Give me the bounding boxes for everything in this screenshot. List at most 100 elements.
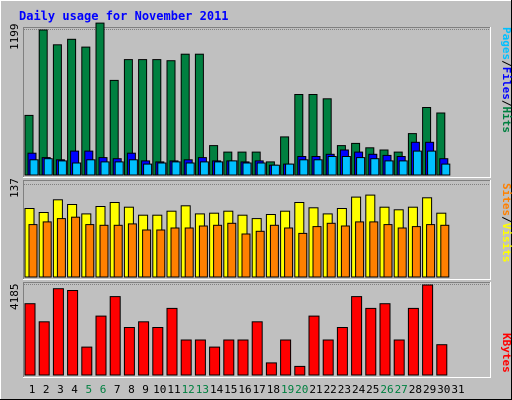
bar-kbytes-day-26	[379, 303, 391, 376]
bar-hits-day-6	[95, 22, 105, 176]
legend-separator: /	[500, 100, 512, 107]
legend-files: Files	[500, 67, 512, 100]
bar-pages-day-26	[384, 160, 394, 176]
scale-label-hits: 1199	[8, 24, 21, 51]
legend-separator: /	[500, 216, 512, 223]
day-label-31: 31	[451, 383, 464, 396]
day-label-17: 17	[253, 383, 266, 396]
bar-kbytes-day-16	[237, 339, 249, 376]
legend-pages-files-hits: Pages/Files/Hits	[500, 27, 512, 133]
bar-kbytes-day-9	[138, 321, 150, 376]
bar-pages-day-9	[143, 163, 153, 176]
bar-sites-day-7	[113, 224, 123, 278]
chart-title: Daily usage for November 2011	[19, 9, 229, 23]
bar-kbytes-day-11	[166, 307, 178, 376]
bar-sites-day-9	[142, 229, 152, 278]
bar-sites-day-26	[383, 224, 393, 278]
bar-sites-day-20	[298, 232, 308, 278]
bar-pages-day-27	[398, 160, 408, 176]
day-label-9: 9	[142, 383, 149, 396]
bar-kbytes-day-18	[265, 362, 277, 376]
bar-hits-day-9	[138, 59, 148, 176]
bar-hits-day-13	[194, 53, 204, 176]
bar-sites-day-5	[85, 224, 95, 278]
bar-pages-day-19	[285, 163, 295, 176]
legend-sites-visits: Sites/Visits	[500, 183, 512, 263]
bar-pages-day-3	[57, 160, 67, 176]
bar-hits-day-11	[166, 60, 176, 176]
bar-kbytes-day-24	[351, 296, 363, 376]
bar-pages-day-16	[242, 162, 252, 176]
bar-sites-day-21	[312, 226, 322, 278]
day-label-15: 15	[224, 383, 237, 396]
bar-sites-day-3	[56, 218, 66, 278]
bar-kbytes-day-22	[322, 339, 334, 376]
bar-kbytes-day-30	[436, 344, 448, 376]
bar-kbytes-day-15	[223, 339, 235, 376]
day-label-30: 30	[437, 383, 450, 396]
bar-pages-day-4	[72, 162, 82, 176]
bar-pages-day-15	[228, 160, 238, 176]
bar-kbytes-day-1	[24, 303, 36, 376]
day-label-7: 7	[114, 383, 121, 396]
bar-sites-day-11	[170, 227, 180, 278]
day-label-29: 29	[423, 383, 436, 396]
bar-kbytes-day-12	[180, 339, 192, 376]
bar-sites-day-14	[213, 224, 223, 278]
series-kbytes	[24, 284, 448, 376]
bar-sites-day-19	[284, 227, 294, 278]
bar-pages-day-23	[341, 156, 351, 176]
bar-sites-day-1	[28, 224, 38, 278]
bar-pages-day-1	[29, 159, 39, 176]
bar-pages-day-8	[128, 159, 138, 176]
bar-kbytes-day-21	[308, 315, 320, 376]
day-label-4: 4	[71, 383, 78, 396]
bar-sites-day-17	[255, 230, 265, 278]
bar-kbytes-day-7	[109, 296, 121, 376]
bar-pages-day-24	[356, 157, 366, 176]
legend-kbytes: KBytes	[500, 333, 512, 373]
day-label-24: 24	[352, 383, 366, 396]
bar-pages-day-29	[427, 150, 437, 176]
bar-kbytes-day-25	[365, 307, 377, 376]
bar-kbytes-day-14	[209, 346, 221, 376]
bar-pages-day-12	[185, 162, 195, 176]
bar-hits-day-12	[180, 53, 190, 176]
bar-sites-day-8	[127, 223, 137, 278]
bar-kbytes-day-2	[38, 321, 50, 376]
day-label-28: 28	[409, 383, 422, 396]
bar-pages-day-17	[256, 162, 266, 176]
day-label-2: 2	[43, 383, 50, 396]
panels	[23, 22, 491, 378]
bar-pages-day-7	[114, 161, 124, 176]
day-label-16: 16	[238, 383, 251, 396]
bar-pages-day-22	[327, 156, 337, 176]
bar-kbytes-day-5	[81, 346, 93, 376]
bar-pages-day-28	[412, 150, 422, 176]
day-label-19: 19	[281, 383, 294, 396]
bar-kbytes-day-19	[280, 339, 292, 376]
bar-sites-day-10	[156, 229, 166, 278]
day-label-26: 26	[380, 383, 393, 396]
bar-sites-day-13	[198, 225, 208, 278]
day-label-12: 12	[182, 383, 195, 396]
legend-visits: Visits	[500, 223, 512, 263]
legend-kbytes: KBytes	[500, 333, 512, 373]
day-label-5: 5	[85, 383, 92, 396]
legend-hits: Hits	[500, 107, 512, 134]
day-label-13: 13	[196, 383, 209, 396]
bar-kbytes-day-10	[152, 327, 164, 376]
series-sites	[28, 216, 450, 278]
bar-pages-day-13	[199, 161, 209, 176]
bar-sites-day-15	[227, 222, 237, 278]
day-label-8: 8	[128, 383, 135, 396]
day-label-22: 22	[324, 383, 337, 396]
bar-sites-day-22	[326, 222, 336, 278]
day-labels: 1 2 3 4 5 6 7 8 9 10 11 12 13 14 15 16 17 18 19 20 21 22 23 24 2…	[29, 383, 465, 396]
day-label-20: 20	[295, 383, 308, 396]
bar-sites-day-6	[99, 224, 109, 278]
bar-pages-day-18	[270, 164, 280, 176]
bar-pages-day-10	[157, 162, 167, 176]
bar-pages-day-21	[313, 159, 323, 176]
